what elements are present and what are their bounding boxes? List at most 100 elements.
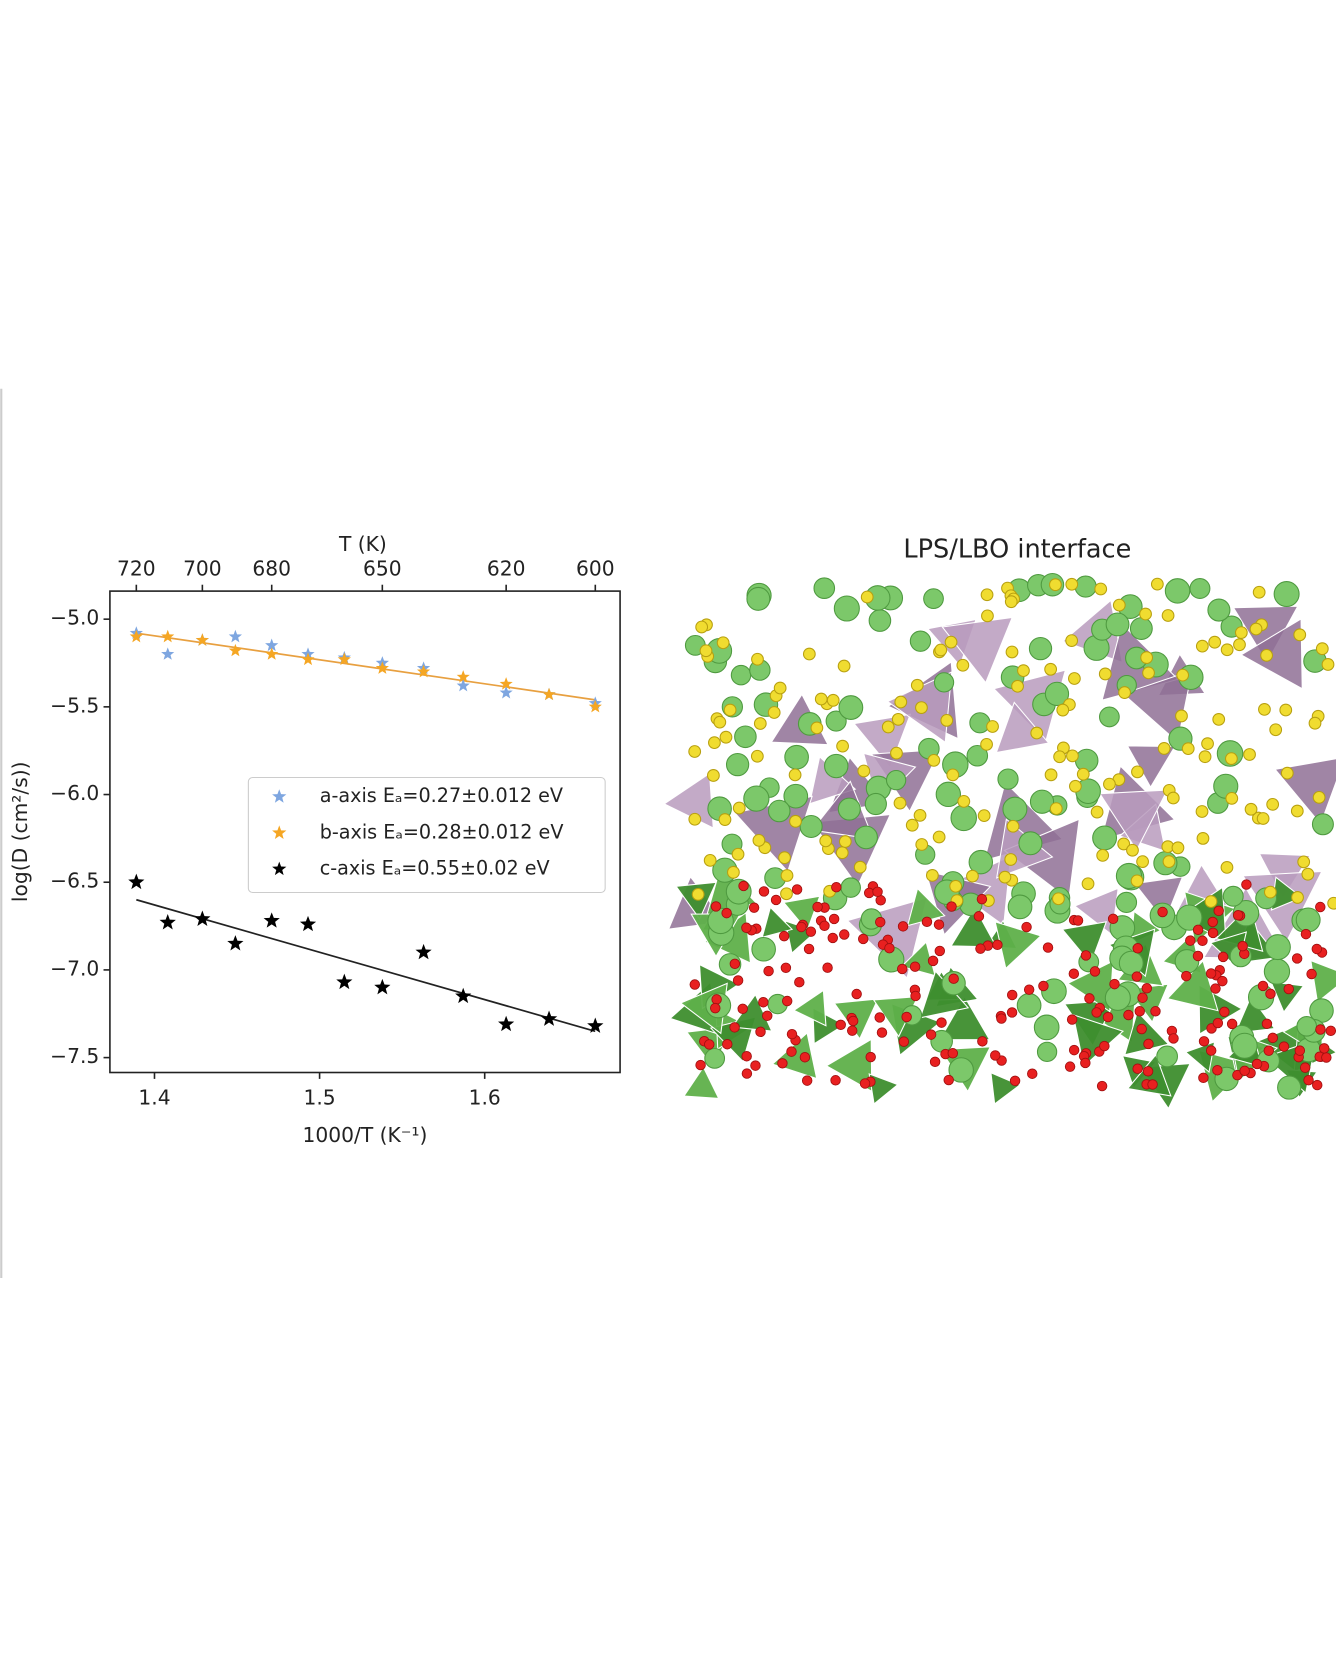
atom bbox=[737, 1003, 748, 1015]
atom bbox=[707, 769, 720, 782]
atom bbox=[1068, 672, 1081, 685]
atom bbox=[755, 1026, 766, 1038]
atom bbox=[729, 958, 741, 970]
atom bbox=[1134, 1006, 1145, 1017]
atom bbox=[1251, 1058, 1263, 1070]
atom bbox=[927, 955, 939, 967]
polyhedron bbox=[938, 995, 991, 1041]
data-point bbox=[129, 629, 143, 643]
atom bbox=[1261, 1018, 1273, 1030]
atom bbox=[699, 644, 713, 658]
data-point bbox=[227, 935, 244, 951]
atom bbox=[1315, 901, 1326, 913]
atom bbox=[977, 1036, 988, 1047]
atom bbox=[1132, 943, 1143, 954]
atom bbox=[1249, 622, 1263, 636]
polyhedron bbox=[1121, 669, 1193, 744]
polyhedron bbox=[1133, 876, 1184, 923]
atom bbox=[865, 1051, 876, 1063]
atom bbox=[921, 916, 933, 928]
atom bbox=[732, 801, 746, 815]
atom bbox=[824, 753, 849, 779]
atom bbox=[1176, 904, 1203, 931]
x-tick-label: 1.5 bbox=[304, 1086, 336, 1110]
top-x-tick-label: 680 bbox=[252, 556, 291, 580]
atom bbox=[932, 830, 946, 844]
atom bbox=[791, 884, 803, 895]
atom bbox=[719, 730, 733, 744]
atom bbox=[966, 744, 989, 767]
atom bbox=[1252, 585, 1266, 599]
atom bbox=[1102, 1011, 1114, 1023]
atom bbox=[1136, 855, 1149, 868]
atom bbox=[1007, 894, 1033, 920]
atom bbox=[947, 1048, 959, 1059]
atom bbox=[1231, 1032, 1258, 1059]
atom bbox=[925, 1029, 937, 1040]
atom bbox=[948, 973, 959, 984]
top-axis-label: T (K) bbox=[338, 532, 387, 556]
atom bbox=[968, 849, 994, 875]
atom bbox=[1212, 1065, 1223, 1076]
atom bbox=[973, 911, 985, 922]
atom bbox=[770, 894, 782, 906]
atom bbox=[780, 887, 793, 901]
atom bbox=[854, 825, 878, 850]
atom bbox=[1084, 993, 1095, 1004]
atom bbox=[915, 701, 928, 714]
atom bbox=[1023, 984, 1035, 995]
atom bbox=[933, 672, 955, 693]
atom bbox=[847, 1015, 859, 1027]
atom bbox=[1198, 750, 1212, 764]
atom bbox=[796, 921, 807, 933]
data-point bbox=[228, 629, 242, 643]
atom bbox=[1002, 796, 1028, 822]
atom bbox=[741, 1051, 752, 1062]
y-tick-label: −5.0 bbox=[50, 606, 99, 630]
x-tick-label: 1.4 bbox=[138, 1086, 170, 1110]
y-tick-label: −7.0 bbox=[50, 956, 99, 980]
atom bbox=[718, 813, 732, 826]
data-point bbox=[587, 1017, 604, 1033]
atom bbox=[1033, 1014, 1060, 1041]
atom bbox=[905, 818, 919, 832]
atom bbox=[691, 887, 705, 901]
atom bbox=[1096, 1080, 1108, 1092]
polyhedron bbox=[782, 895, 821, 932]
atom bbox=[1279, 703, 1293, 717]
atom bbox=[996, 1013, 1007, 1024]
atom bbox=[1115, 891, 1138, 914]
legend-label: b-axis Eₐ=0.28±0.012 eV bbox=[320, 820, 564, 843]
atom bbox=[819, 834, 833, 848]
atom bbox=[1142, 1066, 1154, 1077]
atom bbox=[1257, 980, 1269, 992]
polyhedron bbox=[1310, 959, 1336, 1004]
polyhedron bbox=[941, 616, 1014, 684]
atom bbox=[1315, 642, 1329, 656]
atom bbox=[881, 720, 895, 734]
atom bbox=[1118, 686, 1131, 699]
atom bbox=[940, 713, 954, 727]
atom bbox=[1306, 968, 1317, 980]
atom bbox=[732, 975, 744, 986]
y-tick-label: −5.5 bbox=[50, 693, 99, 717]
atom bbox=[1117, 837, 1131, 851]
atom bbox=[1098, 667, 1112, 681]
atom bbox=[835, 846, 849, 860]
fit-line bbox=[136, 632, 596, 701]
molecular-structure bbox=[663, 572, 1336, 1110]
data-point bbox=[415, 943, 432, 960]
atom bbox=[1147, 1079, 1158, 1090]
atom bbox=[1219, 1006, 1230, 1018]
atom bbox=[746, 586, 771, 611]
x-tick-label: 1.6 bbox=[469, 1086, 501, 1110]
atom bbox=[710, 1002, 721, 1014]
atom bbox=[1139, 607, 1152, 621]
atom bbox=[1044, 768, 1058, 782]
plot-frame bbox=[109, 590, 621, 1074]
atom bbox=[1308, 716, 1322, 730]
atom bbox=[894, 695, 908, 709]
atom bbox=[1269, 723, 1283, 737]
atom bbox=[980, 737, 993, 751]
atom bbox=[1260, 648, 1273, 662]
